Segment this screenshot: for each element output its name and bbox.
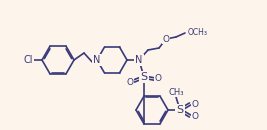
Text: O: O — [191, 112, 198, 121]
Text: CH₃: CH₃ — [168, 87, 184, 96]
Text: O: O — [191, 99, 198, 109]
Text: O: O — [127, 77, 134, 86]
Text: N: N — [135, 55, 143, 65]
Text: O: O — [155, 73, 162, 83]
Text: Cl: Cl — [23, 55, 33, 65]
Text: S: S — [140, 72, 148, 82]
Text: O: O — [163, 34, 170, 44]
Text: N: N — [93, 55, 101, 65]
Text: S: S — [176, 105, 184, 115]
Text: OCH₃: OCH₃ — [188, 28, 208, 37]
Text: N: N — [93, 55, 101, 65]
